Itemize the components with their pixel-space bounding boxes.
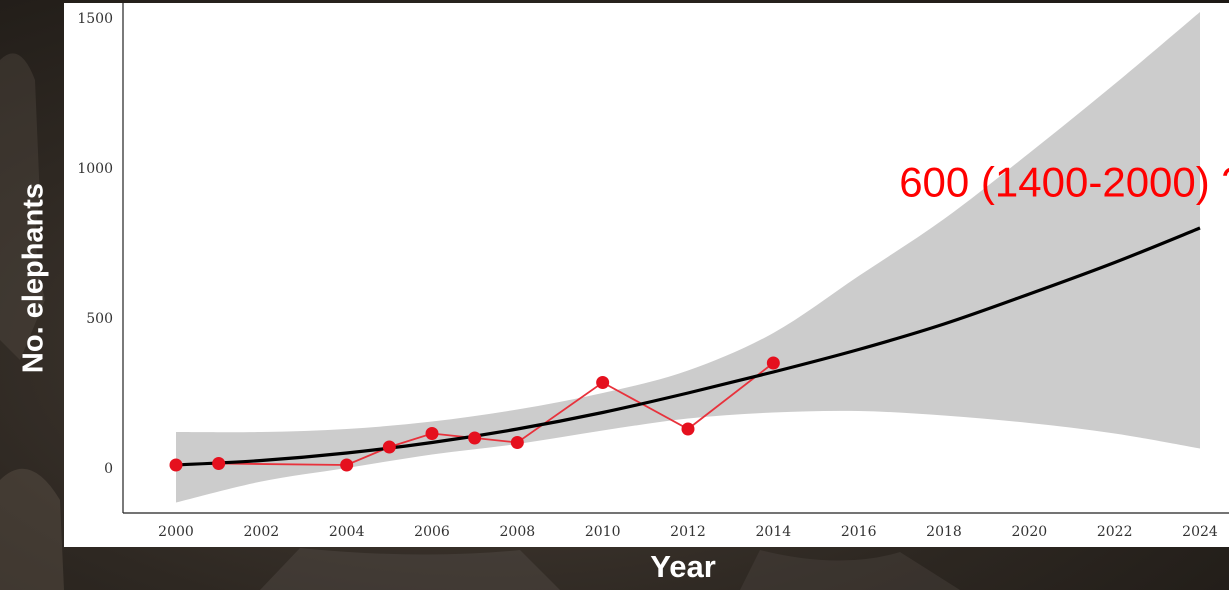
x-tick-label-2018: 2018 — [926, 524, 962, 540]
x-tick-label-2020: 2020 — [1012, 524, 1048, 540]
data-point-2007 — [468, 431, 482, 445]
y-axis-title: No. elephants — [17, 182, 50, 374]
data-point-2001 — [212, 457, 226, 470]
chart: 2000 2002 2004 2006 2008 2010 2012 2014 2016 2018… — [77, 3, 1229, 540]
data-point-2012 — [681, 422, 695, 436]
x-tick-label-2006: 2006 — [414, 524, 450, 540]
trend-line — [175, 226, 1201, 467]
data-point-2000 — [169, 458, 183, 472]
plot-area: 2000 2002 2004 2006 2008 2010 2012 2014 2016 2018… — [64, 3, 1229, 547]
data-point-2008 — [510, 436, 524, 449]
data-point-2005 — [382, 440, 396, 454]
y-tick-label-500: 500 — [86, 311, 113, 327]
x-tick-label-2014: 2014 — [756, 524, 792, 540]
x-tick-label-2012: 2012 — [670, 524, 706, 540]
y-tick-label-1000: 1000 — [77, 161, 113, 177]
x-tick-label-2008: 2008 — [500, 524, 536, 540]
x-tick-label-2002: 2002 — [244, 524, 280, 540]
data-point-2014 — [766, 356, 780, 370]
data-point-2006 — [425, 427, 439, 440]
x-tick-label-2000: 2000 — [158, 524, 194, 540]
x-tick-label-2010: 2010 — [585, 524, 621, 540]
y-tick-label-1500: 1500 — [77, 11, 113, 27]
x-tick-label-2016: 2016 — [841, 524, 877, 540]
projection-annotation: 600 (1400-2000) ? — [899, 159, 1229, 206]
y-tick-label-0: 0 — [104, 461, 113, 477]
data-point-2010 — [596, 376, 610, 389]
x-tick-label-2024: 2024 — [1182, 524, 1218, 540]
x-axis-title: Year — [650, 549, 716, 584]
data-point-2004 — [340, 458, 354, 472]
confidence-band — [176, 12, 1200, 503]
x-tick-label-2022: 2022 — [1097, 524, 1133, 540]
observed-line — [175, 362, 774, 466]
x-tick-label-2004: 2004 — [329, 524, 365, 540]
